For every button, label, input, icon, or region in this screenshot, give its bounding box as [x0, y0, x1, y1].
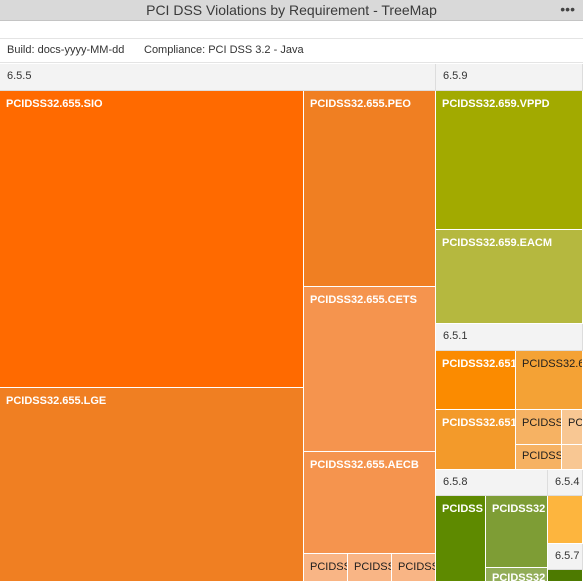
- tile-label: PCIDSS: [354, 561, 392, 573]
- tile-label: PCIDSS: [310, 561, 348, 573]
- group-header-654[interactable]: 6.5.4: [548, 470, 583, 496]
- group-header-658[interactable]: 6.5.8: [436, 470, 548, 496]
- tile-659-vppd[interactable]: PCIDSS32.659.VPPD: [436, 91, 583, 230]
- tile-659-eacm[interactable]: PCIDSS32.659.EACM: [436, 230, 583, 324]
- tile-658-b[interactable]: PCIDSS32: [486, 496, 548, 568]
- tile-label: PCIDSS32.655.PEO: [310, 98, 411, 110]
- group-label-655: 6.5.5: [7, 70, 32, 82]
- tile-label: PCIDSS32.655.LGE: [6, 395, 107, 407]
- tile-651-g[interactable]: [562, 445, 583, 470]
- tile-655-small-b[interactable]: PCIDSS: [348, 554, 392, 582]
- tile-651-c[interactable]: PCIDSS32.651: [436, 410, 516, 470]
- tile-label: PCIDSS32: [492, 503, 546, 515]
- group-label-651: 6.5.1: [443, 330, 468, 342]
- tile-651-a[interactable]: PCIDSS32.651: [436, 351, 516, 410]
- tile-654-a[interactable]: [548, 496, 583, 544]
- filter-bar: Build: docs-yyyy-MM-dd Compliance: PCI D…: [0, 38, 583, 63]
- tile-651-d[interactable]: PCIDSS: [516, 410, 562, 445]
- tile-label: PCIDSS32.6: [522, 358, 583, 370]
- tile-label: PCIDSS: [398, 561, 436, 573]
- tile-label: PCIDSS: [442, 503, 483, 515]
- group-header-651[interactable]: 6.5.1: [436, 324, 583, 351]
- tile-655-aecb[interactable]: PCIDSS32.655.AECB: [304, 452, 436, 554]
- tile-label: PCIDSS: [522, 417, 562, 429]
- tile-655-cets[interactable]: PCIDSS32.655.CETS: [304, 287, 436, 452]
- tile-label: PCIDSS32.655.CETS: [310, 294, 417, 306]
- group-label-658: 6.5.8: [443, 476, 468, 488]
- tile-label: PCIDSS32.659.VPPD: [442, 98, 550, 110]
- compliance-filter[interactable]: Compliance: PCI DSS 3.2 - Java: [144, 44, 304, 56]
- more-options-icon[interactable]: •••: [560, 1, 575, 17]
- tile-658-c[interactable]: PCIDSS32: [486, 568, 548, 582]
- tile-label: PCIDSS: [522, 450, 562, 462]
- tile-label: PCIDSS32.659.EACM: [442, 237, 553, 249]
- tile-651-e[interactable]: PCI: [562, 410, 583, 445]
- tile-655-small-a[interactable]: PCIDSS: [304, 554, 348, 582]
- group-header-657[interactable]: 6.5.7: [548, 544, 583, 570]
- tile-label: PCIDSS32.651: [442, 417, 516, 429]
- window-title: PCI DSS Violations by Requirement - Tree…: [146, 2, 437, 18]
- tile-label: PCIDSS32: [492, 572, 546, 582]
- tile-label: PCIDSS32.655.AECB: [310, 459, 419, 471]
- tile-651-f[interactable]: PCIDSS: [516, 445, 562, 470]
- tile-655-sio[interactable]: PCIDSS32.655.SIO: [0, 91, 304, 388]
- group-label-654: 6.5.4: [555, 476, 580, 488]
- tile-655-small-c[interactable]: PCIDSS: [392, 554, 436, 582]
- tile-655-lge[interactable]: PCIDSS32.655.LGE: [0, 388, 304, 582]
- tile-651-b[interactable]: PCIDSS32.6: [516, 351, 583, 410]
- window-titlebar: PCI DSS Violations by Requirement - Tree…: [0, 0, 583, 21]
- group-label-657: 6.5.7: [555, 550, 580, 562]
- group-header-659[interactable]: 6.5.9: [436, 64, 583, 91]
- tile-658-a[interactable]: PCIDSS: [436, 496, 486, 582]
- group-header-655[interactable]: 6.5.5: [0, 64, 436, 91]
- tile-label: PCIDSS32.655.SIO: [6, 98, 103, 110]
- tile-657-a[interactable]: [548, 570, 583, 582]
- group-label-659: 6.5.9: [443, 70, 468, 82]
- tile-655-peo[interactable]: PCIDSS32.655.PEO: [304, 91, 436, 287]
- build-filter[interactable]: Build: docs-yyyy-MM-dd: [7, 44, 125, 56]
- tile-label: PCIDSS32.651: [442, 358, 516, 370]
- treemap: 6.5.5 PCIDSS32.655.SIO PCIDSS32.655.LGE …: [0, 64, 583, 582]
- tile-label: PCI: [568, 417, 583, 429]
